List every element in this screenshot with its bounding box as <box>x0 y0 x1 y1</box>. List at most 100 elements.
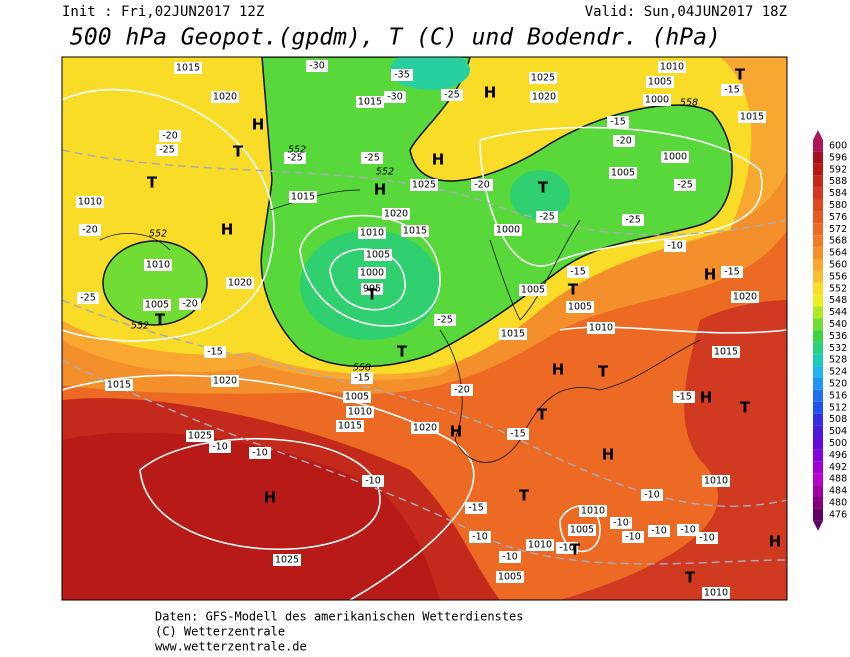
pressure-center: H <box>221 221 234 239</box>
colorbar-label: 532 <box>829 343 847 354</box>
temperature-label-box <box>156 144 178 156</box>
pressure-center: H <box>700 389 713 407</box>
isobar-label-box <box>401 225 429 237</box>
temperature-label-box <box>648 525 670 537</box>
colorbar-swatch <box>813 461 823 474</box>
pressure-center: H <box>552 361 565 379</box>
temperature-label: -20 <box>474 180 490 191</box>
isobar-label: 1010 <box>348 407 372 418</box>
colorbar-label: 516 <box>829 390 847 401</box>
colorbar-swatch <box>813 389 823 402</box>
isobar-label: 1015 <box>403 226 427 237</box>
temperature-label: -20 <box>182 299 198 310</box>
isobar-label-box <box>712 346 740 358</box>
isobar-label: 1020 <box>384 209 408 220</box>
colorbar-label: 504 <box>829 426 847 437</box>
isobar-label-box <box>609 167 637 179</box>
isobar-label: 1020 <box>213 376 237 387</box>
isobar <box>139 437 381 550</box>
temperature-label: -25 <box>444 90 460 101</box>
temperature-label-box <box>77 292 99 304</box>
height-label: 552 <box>149 229 167 240</box>
colorbar-label: 600 <box>829 140 847 151</box>
isotherm <box>62 299 787 507</box>
isobar-label-box <box>343 391 371 403</box>
temperature-label: -10 <box>365 476 381 487</box>
isobar <box>329 248 406 311</box>
colorbar-label: 580 <box>829 200 847 211</box>
footer-source: Daten: GFS-Modell des amerikanischen Wet… <box>155 610 523 624</box>
colorbar-label: 588 <box>829 176 847 187</box>
isobar-label-box <box>529 72 557 84</box>
temperature-label: -15 <box>354 373 370 384</box>
temperature-label-box <box>441 89 463 101</box>
colorbar-swatch <box>813 211 823 224</box>
temperature-label-box <box>159 130 181 142</box>
isobar-label: 1010 <box>360 228 384 239</box>
temperature-label-box <box>567 266 589 278</box>
colorbar-label: 492 <box>829 462 847 473</box>
temperature-label-box <box>471 179 493 191</box>
pressure-center: H <box>264 489 277 507</box>
pressure-center: T <box>233 143 244 161</box>
temperature-label: -25 <box>287 153 303 164</box>
colorbar-label: 500 <box>829 438 847 449</box>
isobar-label: 1010 <box>704 476 728 487</box>
isobar-label: 1015 <box>107 380 131 391</box>
temperature-label-box <box>499 551 521 563</box>
temperature-label-box <box>179 298 201 310</box>
isobar-label-box <box>105 379 133 391</box>
temperature-label: -10 <box>252 448 268 459</box>
field <box>510 170 570 220</box>
temperature-label: -10 <box>699 533 715 544</box>
colorbar-swatch <box>813 366 823 378</box>
isobar-label-box <box>364 249 392 261</box>
temperature-label-box <box>673 391 695 403</box>
field <box>390 57 470 90</box>
isobar-label-box <box>346 406 374 418</box>
colorbar-swatch <box>813 187 823 200</box>
isobar-label-box <box>568 524 596 536</box>
temperature-label: -15 <box>570 267 586 278</box>
footer-copyright: (C) Wetterzentrale <box>155 625 285 639</box>
colorbar-label: 496 <box>829 450 847 461</box>
colorbar-swatch <box>813 223 823 236</box>
temperature-label-box <box>204 346 226 358</box>
isobar-label-box <box>646 76 674 88</box>
isobar-label-box <box>411 422 439 434</box>
colorbar-label: 512 <box>829 402 847 413</box>
temperature-label: -25 <box>539 212 555 223</box>
coastline <box>489 219 581 321</box>
colorbar-label: 568 <box>829 236 847 247</box>
temperature-label: -25 <box>80 293 96 304</box>
temperature-label: -10 <box>212 442 228 453</box>
temperature-label: -20 <box>162 131 178 142</box>
temperature-label-box <box>209 441 231 453</box>
colorbar-cap <box>813 520 823 531</box>
temperature-label-box <box>721 266 743 278</box>
temperature-label-box <box>721 84 743 96</box>
isobar-label: 1020 <box>228 278 252 289</box>
colorbar-swatch <box>813 235 823 248</box>
isobar-label-box <box>174 62 202 74</box>
isobar-label-box <box>702 475 730 487</box>
temperature-label: -25 <box>625 215 641 226</box>
pressure-center: T <box>155 311 166 329</box>
isobar-label-box <box>526 539 554 551</box>
colorbar-label: 548 <box>829 295 847 306</box>
isobar-label-box <box>358 227 386 239</box>
isobar-label-box <box>358 267 386 279</box>
isobar-label: 1010 <box>528 540 552 551</box>
temperature-label-box <box>361 152 383 164</box>
pressure-center: T <box>519 487 530 505</box>
colorbar-label: 544 <box>829 307 847 318</box>
temperature-label: -10 <box>667 241 683 252</box>
temperature-label-box <box>613 135 635 147</box>
colorbar-swatch <box>813 330 823 343</box>
temperature-label-box <box>465 502 487 514</box>
isobar-label: 1020 <box>413 423 437 434</box>
isobar-label: 1015 <box>176 63 200 74</box>
colorbar-label: 540 <box>829 319 847 330</box>
isobar-label: 1020 <box>733 292 757 303</box>
isobar-label: 1000 <box>645 95 669 106</box>
